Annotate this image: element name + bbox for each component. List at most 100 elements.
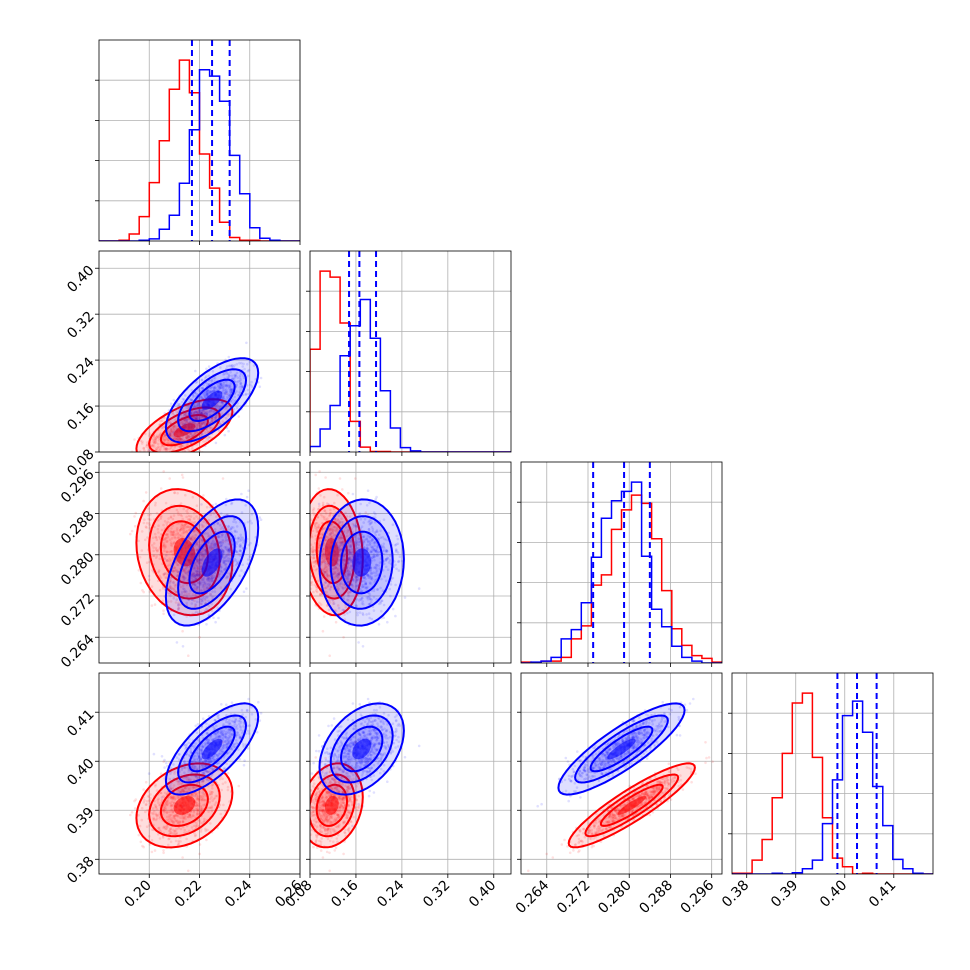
scatter-point bbox=[224, 563, 227, 567]
scatter-point bbox=[338, 536, 342, 539]
scatter-point bbox=[215, 406, 218, 410]
scatter-point bbox=[349, 558, 353, 562]
scatter-point bbox=[169, 446, 173, 450]
scatter-point bbox=[159, 517, 162, 520]
scatter-point bbox=[340, 582, 344, 585]
scatter-point bbox=[193, 417, 197, 420]
scatter-point bbox=[224, 809, 227, 813]
scatter-point bbox=[317, 502, 321, 506]
scatter-point bbox=[335, 574, 338, 577]
scatter-point bbox=[374, 533, 377, 537]
scatter-point bbox=[339, 548, 342, 552]
panel-background bbox=[310, 251, 511, 452]
scatter-point bbox=[333, 534, 336, 537]
scatter-point bbox=[354, 575, 358, 579]
scatter-point bbox=[201, 598, 204, 601]
scatter-point bbox=[364, 582, 368, 586]
scatter-point bbox=[191, 538, 194, 542]
scatter-point bbox=[191, 593, 195, 596]
scatter-point bbox=[185, 530, 188, 533]
scatter-point bbox=[369, 569, 373, 572]
scatter-point bbox=[369, 550, 372, 553]
scatter-point bbox=[362, 535, 366, 538]
scatter-point bbox=[177, 821, 180, 825]
scatter-point bbox=[219, 384, 223, 388]
scatter-point bbox=[196, 573, 200, 576]
scatter-point bbox=[156, 518, 160, 522]
scatter-point bbox=[165, 437, 168, 440]
scatter-point bbox=[234, 373, 237, 377]
scatter-point bbox=[157, 826, 161, 830]
scatter-point bbox=[182, 569, 186, 573]
scatter-point bbox=[210, 784, 213, 787]
scatter-point bbox=[133, 438, 136, 441]
scatter-point bbox=[245, 384, 249, 387]
scatter-point bbox=[188, 537, 192, 541]
scatter-point bbox=[375, 529, 379, 532]
scatter-point bbox=[172, 831, 176, 834]
scatter-point bbox=[194, 574, 198, 577]
scatter-point bbox=[394, 614, 397, 618]
scatter-point bbox=[185, 435, 188, 439]
scatter-point bbox=[324, 581, 327, 584]
scatter-point bbox=[351, 522, 355, 526]
scatter-point bbox=[225, 390, 228, 394]
scatter-point bbox=[328, 512, 332, 515]
scatter-point bbox=[379, 600, 382, 604]
scatter-point bbox=[151, 443, 155, 447]
scatter-point bbox=[304, 536, 307, 539]
scatter-point bbox=[213, 541, 217, 545]
scatter-point bbox=[194, 610, 198, 614]
scatter-point bbox=[159, 772, 163, 775]
scatter-point bbox=[154, 546, 158, 550]
scatter-point bbox=[383, 547, 386, 550]
scatter-point bbox=[154, 818, 158, 822]
scatter-point bbox=[226, 527, 230, 531]
scatter-point bbox=[199, 821, 203, 825]
scatter-point bbox=[170, 531, 174, 534]
scatter-point bbox=[201, 553, 204, 556]
scatter-point bbox=[396, 542, 400, 545]
scatter-point bbox=[372, 589, 376, 593]
scatter-point bbox=[187, 793, 190, 797]
scatter-point bbox=[372, 511, 376, 514]
scatter-point bbox=[230, 389, 233, 392]
scatter-point bbox=[385, 548, 388, 552]
contour-line bbox=[135, 488, 234, 617]
histogram-series-1 bbox=[310, 270, 511, 452]
scatter-point bbox=[320, 560, 324, 564]
scatter-point bbox=[376, 545, 379, 548]
scatter-point bbox=[197, 543, 200, 547]
scatter-point bbox=[163, 791, 167, 795]
scatter-point bbox=[366, 573, 369, 576]
scatter-point bbox=[231, 398, 234, 401]
scatter-point bbox=[170, 430, 174, 434]
scatter-point bbox=[182, 526, 186, 529]
scatter-point bbox=[171, 530, 175, 534]
scatter-point bbox=[195, 393, 198, 396]
scatter-point bbox=[210, 409, 214, 413]
scatter-point bbox=[157, 571, 160, 574]
scatter-point bbox=[192, 573, 195, 576]
scatter-point bbox=[211, 799, 214, 802]
scatter-point bbox=[159, 830, 163, 833]
scatter-point bbox=[214, 416, 217, 419]
scatter-point bbox=[384, 557, 388, 561]
scatter-point bbox=[233, 395, 236, 399]
scatter-point bbox=[190, 816, 193, 819]
scatter-point bbox=[163, 538, 166, 542]
scatter-point bbox=[360, 525, 364, 528]
scatter-point bbox=[190, 398, 193, 402]
scatter-point bbox=[230, 502, 233, 506]
scatter-point bbox=[312, 549, 316, 552]
scatter-point bbox=[202, 520, 205, 523]
scatter-point bbox=[222, 558, 225, 562]
scatter-point bbox=[181, 856, 184, 859]
scatter-point bbox=[142, 788, 145, 791]
scatter-point bbox=[219, 382, 223, 386]
scatter-point bbox=[148, 560, 151, 564]
scatter-point bbox=[187, 815, 190, 819]
scatter-point bbox=[200, 827, 203, 831]
scatter-point bbox=[224, 547, 228, 550]
scatter-point bbox=[376, 530, 379, 534]
